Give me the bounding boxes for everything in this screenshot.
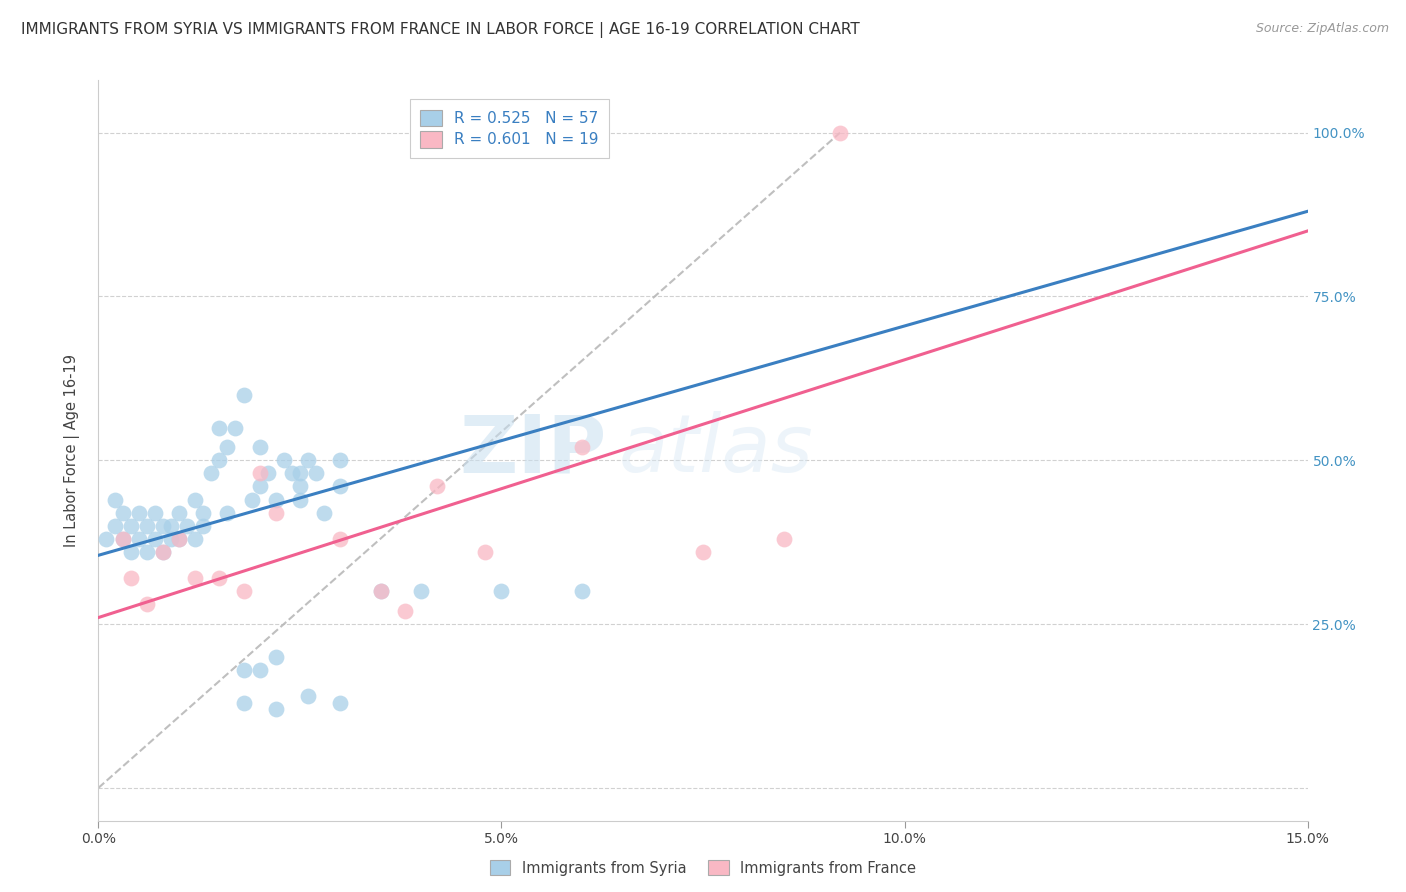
Point xyxy=(426,479,449,493)
Point xyxy=(329,479,352,493)
Point xyxy=(297,453,319,467)
Point xyxy=(128,532,150,546)
Point xyxy=(208,420,231,434)
Point xyxy=(264,506,287,520)
Point xyxy=(273,453,295,467)
Point xyxy=(370,584,392,599)
Point xyxy=(232,584,254,599)
Point xyxy=(828,126,851,140)
Point xyxy=(217,440,239,454)
Point xyxy=(120,545,142,559)
Point xyxy=(208,453,231,467)
Point xyxy=(232,696,254,710)
Point xyxy=(772,532,794,546)
Point xyxy=(184,532,207,546)
Y-axis label: In Labor Force | Age 16-19: In Labor Force | Age 16-19 xyxy=(63,354,80,547)
Text: atlas: atlas xyxy=(619,411,813,490)
Point xyxy=(249,467,271,481)
Point xyxy=(288,467,311,481)
Point xyxy=(394,604,416,618)
Point xyxy=(474,545,496,559)
Text: ZIP: ZIP xyxy=(458,411,606,490)
Point xyxy=(256,467,278,481)
Point xyxy=(111,506,134,520)
Point xyxy=(288,479,311,493)
Point xyxy=(571,440,593,454)
Point xyxy=(193,518,215,533)
Point xyxy=(249,663,271,677)
Point xyxy=(249,479,271,493)
Point xyxy=(111,532,134,546)
Point xyxy=(120,571,142,585)
Point xyxy=(193,506,215,520)
Point xyxy=(232,388,254,402)
Point xyxy=(409,584,432,599)
Point xyxy=(491,584,513,599)
Point xyxy=(135,545,157,559)
Point xyxy=(288,492,311,507)
Point xyxy=(167,532,190,546)
Point xyxy=(264,492,287,507)
Point xyxy=(160,518,183,533)
Point xyxy=(152,545,174,559)
Point xyxy=(184,492,207,507)
Point xyxy=(152,518,174,533)
Point xyxy=(370,584,392,599)
Point xyxy=(314,506,336,520)
Point xyxy=(143,532,166,546)
Point xyxy=(135,518,157,533)
Point xyxy=(264,649,287,664)
Point xyxy=(167,532,190,546)
Point xyxy=(120,518,142,533)
Point xyxy=(329,696,352,710)
Point xyxy=(264,702,287,716)
Legend: R = 0.525   N = 57, R = 0.601   N = 19: R = 0.525 N = 57, R = 0.601 N = 19 xyxy=(409,99,609,158)
Point xyxy=(176,518,198,533)
Point xyxy=(232,663,254,677)
Point xyxy=(240,492,263,507)
Point xyxy=(152,545,174,559)
Point xyxy=(692,545,714,559)
Point xyxy=(297,689,319,703)
Point xyxy=(281,467,304,481)
Point xyxy=(200,467,222,481)
Point xyxy=(143,506,166,520)
Point xyxy=(96,532,118,546)
Text: Source: ZipAtlas.com: Source: ZipAtlas.com xyxy=(1256,22,1389,36)
Point xyxy=(184,571,207,585)
Point xyxy=(103,492,125,507)
Point xyxy=(167,506,190,520)
Point xyxy=(217,506,239,520)
Point xyxy=(305,467,328,481)
Point xyxy=(111,532,134,546)
Point xyxy=(128,506,150,520)
Point xyxy=(135,598,157,612)
Point xyxy=(249,440,271,454)
Point xyxy=(571,584,593,599)
Legend: Immigrants from Syria, Immigrants from France: Immigrants from Syria, Immigrants from F… xyxy=(485,856,921,880)
Point xyxy=(103,518,125,533)
Point xyxy=(208,571,231,585)
Text: IMMIGRANTS FROM SYRIA VS IMMIGRANTS FROM FRANCE IN LABOR FORCE | AGE 16-19 CORRE: IMMIGRANTS FROM SYRIA VS IMMIGRANTS FROM… xyxy=(21,22,860,38)
Point xyxy=(160,532,183,546)
Point xyxy=(329,532,352,546)
Point xyxy=(329,453,352,467)
Point xyxy=(224,420,246,434)
